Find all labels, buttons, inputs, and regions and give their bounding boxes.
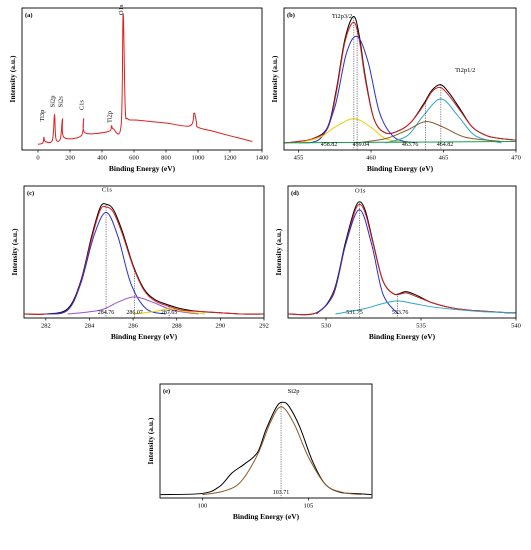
y-axis-label-d: Intensity (a.u.) bbox=[274, 228, 283, 275]
series-line-a-0 bbox=[37, 13, 253, 145]
chart-panel-c: 282 284 286 288 290 292 Binding Energy (eV) Int… bbox=[10, 185, 269, 341]
x-axis-label-d: Binding Energy (eV) bbox=[369, 332, 436, 341]
x-tick-label-a-0: 0 bbox=[36, 155, 39, 162]
x-tick-label-a-4: 800 bbox=[161, 155, 171, 162]
peak-label-b-1: Ti2p1/2 bbox=[455, 67, 475, 74]
peak-energy-label-d-0: 531.75 bbox=[346, 310, 363, 316]
series-line-b-2 bbox=[298, 35, 415, 144]
x-tick-label-c-0: 282 bbox=[41, 323, 51, 330]
x-tick-label-a-1: 200 bbox=[65, 155, 75, 162]
x-tick-label-c-2: 286 bbox=[128, 323, 139, 330]
series-line-b-4 bbox=[385, 98, 502, 144]
x-tick-label-a-6: 1200 bbox=[224, 155, 237, 162]
chart-panel-d: 530 535 540 Binding Energy (eV) Intensity (a… bbox=[274, 185, 521, 341]
chart-panel-e: 100 105 Binding Energy (eV) Intensity (a.u.… bbox=[146, 383, 373, 521]
plot-frame-d bbox=[287, 185, 517, 319]
x-axis-label-c: Binding Energy (eV) bbox=[111, 332, 178, 341]
x-tick-label-b-2: 465 bbox=[439, 155, 449, 162]
series-line-b-1 bbox=[284, 21, 516, 144]
peak-energy-label-c-1: 286.07 bbox=[126, 310, 143, 316]
series-line-c-1 bbox=[24, 205, 264, 315]
x-tick-label-c-5: 292 bbox=[259, 323, 269, 330]
plot-frame-a bbox=[21, 7, 263, 151]
x-axis-label-b: Binding Energy (eV) bbox=[367, 164, 434, 173]
panel-label-d: (d) bbox=[291, 190, 299, 197]
series-line-b-6 bbox=[284, 140, 516, 144]
x-tick-label-d-1: 535 bbox=[416, 323, 426, 330]
series-line-c-0 bbox=[24, 203, 264, 315]
peak-label-a-0: Ti3p bbox=[39, 110, 46, 122]
peak-label-e-0: Si2p bbox=[288, 388, 300, 395]
series-line-d-0 bbox=[288, 201, 516, 316]
x-tick-label-b-0: 455 bbox=[294, 155, 304, 162]
x-tick-label-c-3: 288 bbox=[172, 323, 182, 330]
x-tick-label-b-3: 470 bbox=[511, 155, 521, 162]
series-line-e-1 bbox=[202, 406, 362, 496]
peak-energy-label-b-1: 459.04 bbox=[353, 142, 370, 148]
peak-energy-label-c-0: 284.76 bbox=[98, 310, 115, 316]
panel-label-c: (c) bbox=[27, 190, 34, 197]
peak-label-a-1: Si2p bbox=[49, 95, 56, 107]
plot-frame-c bbox=[23, 185, 265, 319]
y-axis-label-e: Intensity (a.u.) bbox=[146, 417, 155, 464]
y-axis-label-b: Intensity (a.u.) bbox=[270, 55, 279, 102]
x-axis-label-a: Binding Energy (eV) bbox=[109, 164, 176, 173]
peak-energy-label-e-0: 103.71 bbox=[273, 490, 290, 496]
peak-energy-label-b-2: 463.76 bbox=[402, 142, 419, 148]
plot-frame-e bbox=[159, 383, 373, 499]
chart-panel-b: 455 460 465 470 Binding Energy (eV) Intensity… bbox=[270, 7, 521, 173]
peak-label-d-0: O1s bbox=[355, 188, 366, 195]
series-line-b-0 bbox=[284, 16, 516, 144]
series-line-b-5 bbox=[356, 121, 502, 144]
panel-label-b: (b) bbox=[287, 12, 295, 19]
x-tick-label-a-5: 1000 bbox=[192, 155, 205, 162]
peak-label-a-3: C1s bbox=[79, 100, 86, 111]
x-tick-label-a-7: 1400 bbox=[256, 155, 269, 162]
panel-label-e: (e) bbox=[163, 388, 170, 395]
peak-label-a-4: Ti2p bbox=[106, 111, 113, 123]
x-axis-label-e: Binding Energy (eV) bbox=[233, 512, 300, 521]
series-line-e-0 bbox=[160, 401, 372, 496]
x-tick-label-e-1: 105 bbox=[304, 503, 314, 510]
x-tick-label-d-2: 540 bbox=[511, 323, 521, 330]
plot-frame-b bbox=[283, 7, 517, 151]
peak-label-c-0: C1s bbox=[102, 186, 113, 193]
y-axis-label-c: Intensity (a.u.) bbox=[10, 228, 19, 275]
x-tick-label-d-0: 530 bbox=[321, 323, 331, 330]
x-tick-label-e-0: 100 bbox=[198, 503, 208, 510]
series-line-c-4 bbox=[133, 308, 206, 315]
series-line-d-1 bbox=[288, 203, 516, 316]
peak-label-b-0: Ti2p3/2 bbox=[332, 13, 352, 20]
peak-energy-label-c-2: 287.65 bbox=[161, 310, 178, 316]
peak-energy-label-b-3: 464.82 bbox=[437, 142, 454, 148]
chart-panel-a: 0 200 400 600 800 1000 1200 1400 Binding Energy … bbox=[8, 4, 269, 173]
x-tick-label-c-4: 290 bbox=[215, 323, 225, 330]
panel-label-a: (a) bbox=[25, 12, 33, 19]
series-line-d-3 bbox=[335, 300, 516, 315]
y-axis-label-a: Intensity (a.u.) bbox=[8, 55, 17, 102]
x-tick-label-a-3: 600 bbox=[129, 155, 139, 162]
x-tick-label-b-1: 460 bbox=[366, 155, 376, 162]
peak-energy-label-b-0: 458.82 bbox=[321, 142, 338, 148]
peak-energy-label-d-1: 533.76 bbox=[392, 310, 409, 316]
x-tick-label-c-1: 284 bbox=[85, 323, 96, 330]
peak-label-a-5: O1s bbox=[118, 4, 125, 15]
peak-label-a-2: Si2s bbox=[57, 96, 64, 108]
series-line-c-3 bbox=[67, 296, 199, 315]
x-tick-label-a-2: 400 bbox=[97, 155, 107, 162]
series-line-b-3 bbox=[298, 118, 408, 144]
series-line-d-2 bbox=[316, 209, 399, 315]
